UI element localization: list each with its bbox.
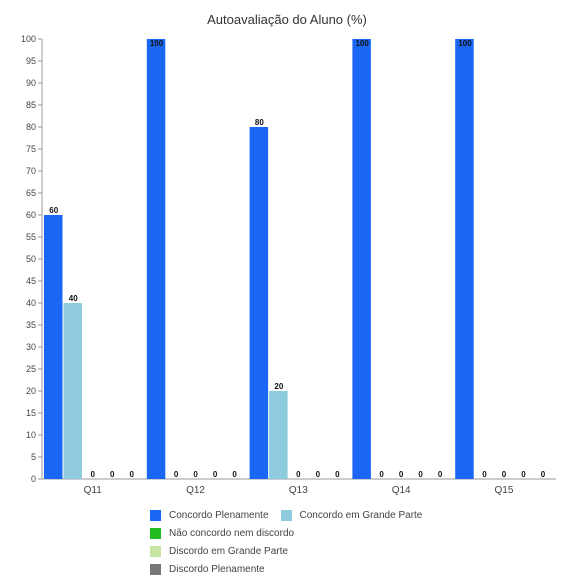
legend-item: Discordo em Grande Parte	[150, 545, 288, 557]
legend-label: Discordo em Grande Parte	[169, 545, 288, 557]
data-label: 0	[232, 470, 237, 479]
y-tick-label: 60	[26, 210, 36, 220]
x-tick-label: Q14	[392, 485, 411, 496]
legend-item: Concordo Plenamente	[150, 509, 269, 521]
y-tick-label: 35	[26, 320, 36, 330]
x-tick-label: Q15	[494, 485, 513, 496]
data-label: 0	[541, 470, 546, 479]
y-tick-label: 85	[26, 100, 36, 110]
y-tick-label: 75	[26, 144, 36, 154]
y-tick-label: 55	[26, 232, 36, 242]
y-axis: 0 5 10 15 20 25 30 35 40 45 50 55 60 65 70 75 80 85 90 95 10…	[21, 34, 43, 484]
data-label: 0	[482, 470, 487, 479]
legend-label: Não concordo nem discordo	[169, 527, 295, 539]
data-label: 0	[399, 470, 404, 479]
legend-swatch	[150, 509, 161, 521]
y-tick-label: 10	[26, 430, 36, 440]
legend-swatch	[280, 509, 292, 521]
bar	[269, 391, 288, 479]
legend-item: Discordo Plenamente	[150, 563, 265, 575]
data-label: 0	[193, 470, 198, 479]
data-label: 0	[130, 470, 135, 479]
y-tick-label: 0	[31, 474, 36, 484]
y-tick-label: 90	[26, 78, 36, 88]
legend-row: Concordo Plenamente Concordo em Grande Pa…	[150, 506, 490, 524]
legend-label: Discordo Plenamente	[169, 563, 265, 575]
y-tick-label: 70	[26, 166, 36, 176]
data-label: 0	[335, 470, 340, 479]
legend-row: Discordo Plenamente	[150, 560, 490, 578]
y-tick-label: 30	[26, 342, 36, 352]
y-tick-label: 100	[21, 34, 36, 44]
legend-row: Não concordo nem discordo	[150, 524, 490, 542]
y-tick-label: 50	[26, 254, 36, 264]
legend: Concordo Plenamente Concordo em Grande Pa…	[150, 506, 490, 578]
bar	[44, 215, 63, 479]
bar	[455, 39, 474, 479]
data-label: 100	[355, 39, 369, 48]
y-tick-label: 20	[26, 386, 36, 396]
data-label: 0	[438, 470, 443, 479]
legend-swatch	[150, 545, 161, 557]
data-label: 60	[49, 206, 58, 215]
data-label: 0	[213, 470, 218, 479]
bar	[352, 39, 371, 479]
bar	[249, 127, 269, 479]
data-label: 100	[458, 39, 472, 48]
legend-label: Concordo em Grande Parte	[299, 509, 423, 521]
data-label: 0	[379, 470, 384, 479]
data-label: 0	[174, 470, 179, 479]
data-label: 0	[521, 470, 526, 479]
y-tick-label: 15	[26, 408, 36, 418]
y-tick-label: 25	[26, 364, 36, 374]
legend-row: Discordo em Grande Parte	[150, 542, 490, 560]
bar	[63, 303, 82, 479]
legend-item: Não concordo nem discordo	[150, 527, 295, 539]
y-tick-label: 40	[26, 298, 36, 308]
y-tick-label: 5	[31, 452, 36, 462]
y-tick-label: 65	[26, 188, 36, 198]
data-label: 0	[296, 470, 301, 479]
bars-group: 60 40 0 0 0 100 0 0 0 0 80 20 0 0 0 100 0 0 0 0 100 0 0 0 0	[44, 39, 546, 479]
data-label: 80	[255, 118, 264, 127]
chart-title: Autoavaliação do Aluno (%)	[207, 12, 367, 27]
data-label: 0	[418, 470, 423, 479]
x-axis: Q11 Q12 Q13 Q14 Q15	[42, 478, 556, 496]
legend-swatch	[150, 563, 161, 575]
legend-item: Concordo em Grande Parte	[280, 509, 423, 521]
data-label: 20	[274, 382, 283, 391]
data-label: 40	[69, 294, 78, 303]
y-tick-label: 95	[26, 56, 36, 66]
data-label: 100	[150, 39, 164, 48]
x-tick-label: Q11	[84, 485, 103, 496]
y-tick-label: 45	[26, 276, 36, 286]
data-label: 0	[91, 470, 96, 479]
x-tick-label: Q13	[289, 485, 308, 496]
x-tick-label: Q12	[186, 485, 205, 496]
data-label: 0	[110, 470, 115, 479]
legend-label: Concordo Plenamente	[169, 509, 269, 521]
bar	[146, 39, 166, 479]
legend-swatch	[150, 527, 161, 539]
y-tick-label: 80	[26, 122, 36, 132]
data-label: 0	[316, 470, 321, 479]
data-label: 0	[502, 470, 507, 479]
